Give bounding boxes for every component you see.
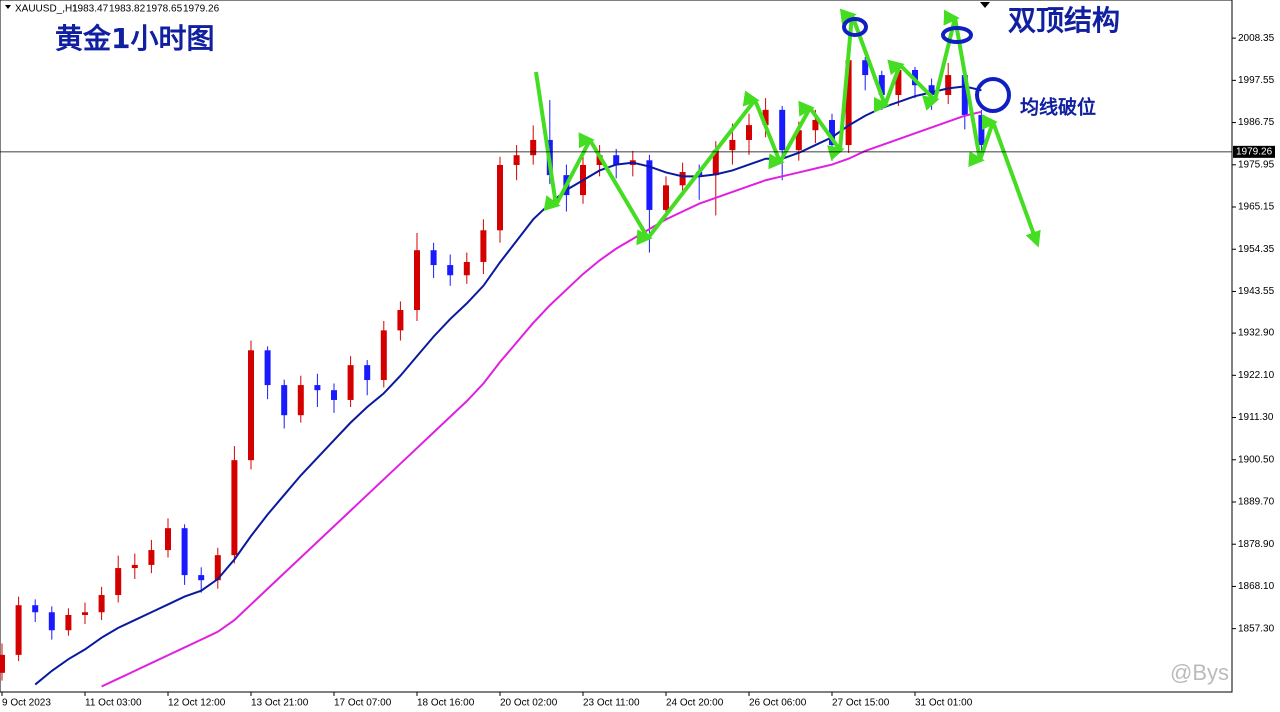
x-tick-label: 31 Oct 01:00 xyxy=(915,698,973,709)
y-tick-label: 1878.90 xyxy=(1238,539,1275,550)
annotation: 均线破位 xyxy=(1020,96,1096,119)
pattern-arrows xyxy=(534,8,1041,248)
candle-body xyxy=(297,385,304,416)
break-marker xyxy=(975,77,1011,113)
candle-body xyxy=(380,330,387,381)
y-tick-label: 1997.55 xyxy=(1238,75,1275,86)
candle-body xyxy=(663,185,669,210)
header-value: 1978.65 xyxy=(146,4,183,15)
x-tick-label: 12 Oct 12:00 xyxy=(168,698,226,709)
chart-title: 黄金1小时图 xyxy=(55,22,214,55)
candle-body xyxy=(231,460,238,556)
candle-body xyxy=(430,250,437,266)
y-tick-label: 1857.30 xyxy=(1238,623,1275,634)
last-price-label: 1979.26 xyxy=(1236,146,1273,157)
x-tick-label: 20 Oct 02:00 xyxy=(500,698,558,709)
y-tick-label: 1868.10 xyxy=(1238,581,1275,592)
candle-body xyxy=(945,75,952,96)
header-value: 1983.82 xyxy=(109,4,146,15)
candle-body xyxy=(530,139,537,156)
candle-body xyxy=(513,155,520,165)
y-tick-label: 1943.55 xyxy=(1238,286,1275,297)
candle-body xyxy=(65,614,72,631)
candle-body xyxy=(131,564,138,569)
y-tick-label: 1900.50 xyxy=(1238,454,1275,465)
x-tick-label: 13 Oct 21:00 xyxy=(251,698,309,709)
y-tick-label: 1954.35 xyxy=(1238,244,1275,255)
candle-body xyxy=(314,385,321,391)
candle-body xyxy=(15,605,22,655)
candle-body xyxy=(82,612,88,615)
candle-body xyxy=(0,654,5,673)
header-icon xyxy=(5,5,11,9)
x-tick-label: 18 Oct 16:00 xyxy=(417,698,475,709)
x-tick-label: 9 Oct 2023 xyxy=(2,698,51,709)
header-value: 1983.47 xyxy=(72,4,109,15)
candle-body xyxy=(181,528,188,576)
candle-body xyxy=(115,568,122,596)
y-tick-label: 2008.35 xyxy=(1238,33,1275,44)
candle-body xyxy=(214,555,221,581)
candle-body xyxy=(729,139,736,151)
y-tick-label: 1911.30 xyxy=(1238,412,1274,423)
header-symbol: XAUUSD_,H1 xyxy=(15,4,78,15)
x-tick-label: 11 Oct 03:00 xyxy=(85,698,142,709)
y-tick-label: 1932.90 xyxy=(1238,328,1275,339)
x-tick-label: 27 Oct 15:00 xyxy=(832,698,890,709)
candle-body xyxy=(264,350,271,386)
candle-body xyxy=(32,605,39,613)
x-tick-label: 24 Oct 20:00 xyxy=(666,698,724,709)
candle-body xyxy=(978,114,985,146)
candle-body xyxy=(248,350,254,461)
y-tick-label: 1889.70 xyxy=(1238,497,1275,508)
x-tick-label: 23 Oct 11:00 xyxy=(583,698,640,709)
y-tick-label: 1975.95 xyxy=(1238,159,1275,170)
candle-body xyxy=(165,528,171,551)
candle-body xyxy=(331,390,337,400)
top-marker xyxy=(941,26,973,44)
candle-body xyxy=(414,250,420,311)
candle-body xyxy=(397,310,404,331)
candle-body xyxy=(281,385,288,416)
candle-body xyxy=(48,612,55,631)
candle-body xyxy=(779,109,786,151)
header-value: 1979.26 xyxy=(183,4,220,15)
y-tick-label: 1922.10 xyxy=(1238,370,1275,381)
y-tick-label: 1965.15 xyxy=(1238,202,1275,213)
candle-body xyxy=(364,365,371,381)
x-tick-label: 17 Oct 07:00 xyxy=(334,698,392,709)
watermark: @Bys xyxy=(1170,660,1229,685)
last-price-box xyxy=(1233,145,1275,158)
y-tick-label: 1986.75 xyxy=(1238,117,1275,128)
candle-body xyxy=(148,550,155,565)
candle-body xyxy=(98,595,105,613)
candle-body xyxy=(447,265,454,276)
top-marker xyxy=(842,17,868,37)
candle-body xyxy=(497,164,503,231)
candle-body xyxy=(746,125,752,140)
shift-marker xyxy=(980,2,990,8)
candle-body xyxy=(463,261,470,276)
candle-body xyxy=(347,365,354,400)
candle-body xyxy=(198,575,205,581)
x-tick-label: 26 Oct 06:00 xyxy=(749,698,807,709)
candle-body xyxy=(679,172,686,186)
candle-body xyxy=(480,230,487,262)
annotation: 双顶结构 xyxy=(1008,4,1120,37)
